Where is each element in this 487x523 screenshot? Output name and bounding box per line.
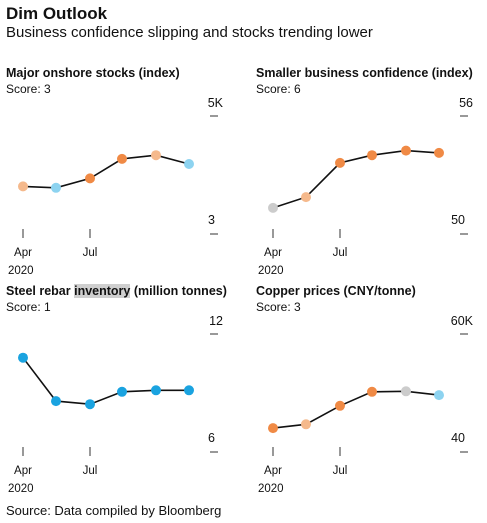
data-point [117, 153, 127, 164]
series-line [272, 390, 440, 429]
panel-score: Score: 6 [256, 82, 301, 96]
x-year-label: 2020 [8, 483, 34, 495]
y-tick-label-top: 12 [209, 314, 223, 328]
data-point [401, 145, 411, 156]
data-point [268, 423, 278, 434]
panel-score: Score: 1 [6, 300, 51, 314]
data-point [184, 159, 194, 169]
panel-title: Major onshore stocks (index) [6, 66, 180, 80]
x-tick-label: Jul [83, 465, 98, 477]
data-point [184, 385, 194, 396]
y-tick-label-top: 56 [459, 96, 473, 110]
title-text: (million tonnes) [130, 284, 227, 298]
data-point [301, 192, 311, 203]
panel-business-confidence: Smaller business confidence (index) Scor… [256, 66, 486, 277]
data-point [401, 386, 411, 397]
panel-title: Steel rebar inventory (million tonnes) [6, 284, 227, 298]
data-point [18, 181, 28, 192]
x-year-label: 2020 [258, 265, 284, 277]
source-note: Source: Data compiled by Bloomberg [6, 503, 222, 518]
panel-title: Smaller business confidence (index) [256, 66, 473, 80]
x-tick-label: Jul [333, 465, 348, 477]
y-tick-label-bottom: 40 [451, 431, 465, 445]
data-point [117, 386, 127, 397]
series-line [22, 357, 189, 406]
data-point [268, 202, 278, 213]
y-tick-label-top: 60K [451, 314, 474, 328]
x-tick-label: Jul [83, 247, 98, 259]
data-point [434, 147, 444, 158]
data-point [85, 173, 95, 184]
data-point [51, 396, 61, 407]
y-tick-label-bottom: 3 [208, 213, 215, 227]
chart-subtitle: Business confidence slipping and stocks … [6, 24, 373, 41]
chart-title: Dim Outlook [6, 4, 108, 23]
data-point [85, 399, 95, 410]
data-point [151, 385, 161, 396]
panel-title: Copper prices (CNY/tonne) [256, 284, 416, 298]
x-year-label: 2020 [8, 265, 34, 277]
title-highlight: inventory [74, 284, 131, 298]
data-point [434, 390, 444, 401]
data-point [18, 352, 28, 363]
x-year-label: 2020 [258, 483, 284, 495]
panel-onshore-stocks: Major onshore stocks (index) Score: 3 5K… [6, 66, 236, 277]
data-point [367, 150, 377, 161]
panel-copper-prices: Copper prices (CNY/tonne) Score: 3 60K 40… [256, 284, 486, 495]
y-tick-label-bottom: 50 [451, 213, 465, 227]
x-tick-label: Apr [14, 247, 32, 259]
panel-score: Score: 3 [256, 300, 301, 314]
line-plot: 12 6 Apr Jul 2020 [8, 314, 223, 495]
data-point [301, 419, 311, 430]
line-plot: 56 50 Apr Jul 2020 [258, 96, 473, 277]
line-plot: 60K 40 Apr Jul 2020 [258, 314, 474, 495]
y-tick-label-top: 5K [208, 96, 224, 110]
data-point [151, 150, 161, 161]
x-tick-label: Jul [333, 247, 348, 259]
data-point [335, 157, 345, 168]
data-point [51, 182, 61, 193]
title-text: Steel rebar [6, 284, 75, 298]
x-tick-label: Apr [14, 465, 32, 477]
x-tick-label: Apr [264, 247, 282, 259]
panel-score: Score: 3 [6, 82, 51, 96]
x-tick-label: Apr [264, 465, 282, 477]
data-point [335, 400, 345, 411]
line-plot: 5K 3 Apr Jul 2020 [8, 96, 224, 277]
panel-steel-rebar: Steel rebar inventory (million tonnes) S… [6, 284, 236, 495]
series-line [272, 149, 440, 209]
series-line [22, 154, 190, 189]
data-point [367, 386, 377, 397]
y-tick-label-bottom: 6 [208, 431, 215, 445]
